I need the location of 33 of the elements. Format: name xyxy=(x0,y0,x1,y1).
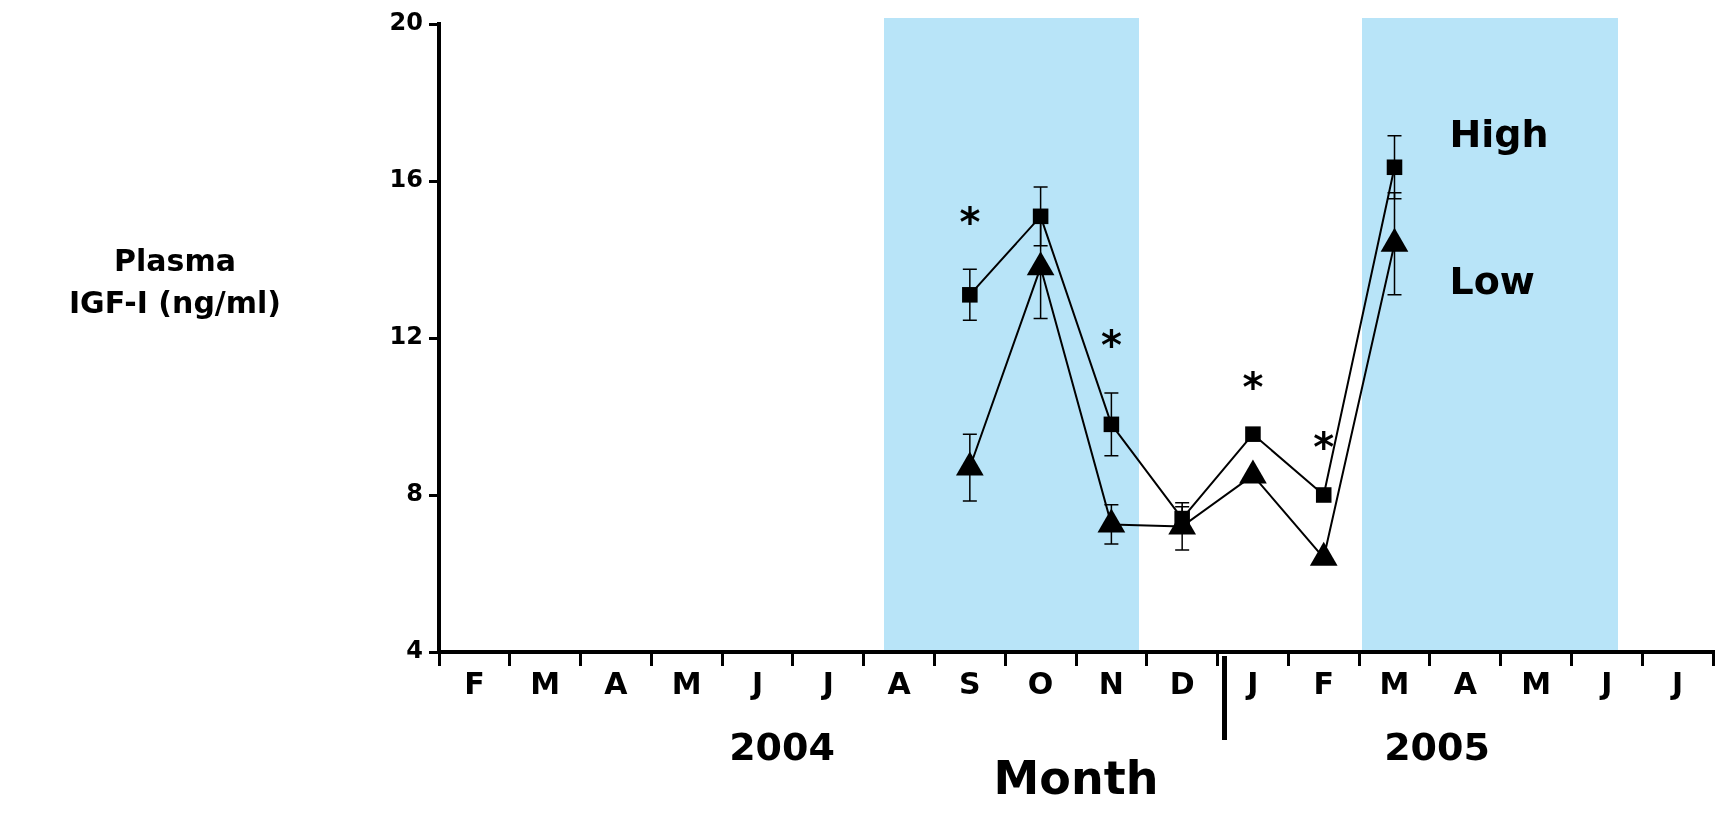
y-tick-label: 4 xyxy=(406,636,423,665)
x-tick-label: J xyxy=(749,665,764,701)
x-tick-label: A xyxy=(1453,665,1478,701)
x-tick-label: A xyxy=(887,665,912,701)
y-axis-title: Plasma IGF-I (ng/ml) xyxy=(67,242,283,322)
annotation: * xyxy=(1100,322,1122,369)
text: 2004 xyxy=(729,724,835,769)
x-tick-label: M xyxy=(530,665,561,701)
x-tick-label: S xyxy=(959,665,981,701)
x-tick-label: F xyxy=(464,665,485,701)
x-tick-label: J xyxy=(1245,665,1259,701)
x-tick-label: M xyxy=(671,665,702,701)
x-tick-label: M xyxy=(1379,665,1410,701)
x-tick-label: J xyxy=(1599,665,1613,701)
text: 2005 xyxy=(1384,724,1490,769)
x-tick-label: J xyxy=(1670,665,1684,701)
x-tick-label: O xyxy=(1027,665,1054,701)
annotation: * xyxy=(959,198,981,245)
y-tick-label: 20 xyxy=(389,8,423,37)
x-tick-label: M xyxy=(1521,665,1551,701)
series-label: Low xyxy=(1449,258,1535,303)
x-tick-label: N xyxy=(1098,665,1124,701)
x-tick-label: D xyxy=(1169,665,1195,701)
annotation: * xyxy=(1242,363,1264,410)
series-label: High xyxy=(1449,112,1549,157)
x-tick-label: A xyxy=(604,665,629,701)
y-tick-label: 8 xyxy=(406,479,423,508)
x-tick-label: J xyxy=(820,665,834,701)
annotation: * xyxy=(1313,424,1335,471)
y-tick-label: 16 xyxy=(389,165,423,194)
y-tick-label: 12 xyxy=(389,322,423,351)
x-tick-label: F xyxy=(1313,665,1334,701)
x-axis-title: Month xyxy=(993,751,1159,806)
